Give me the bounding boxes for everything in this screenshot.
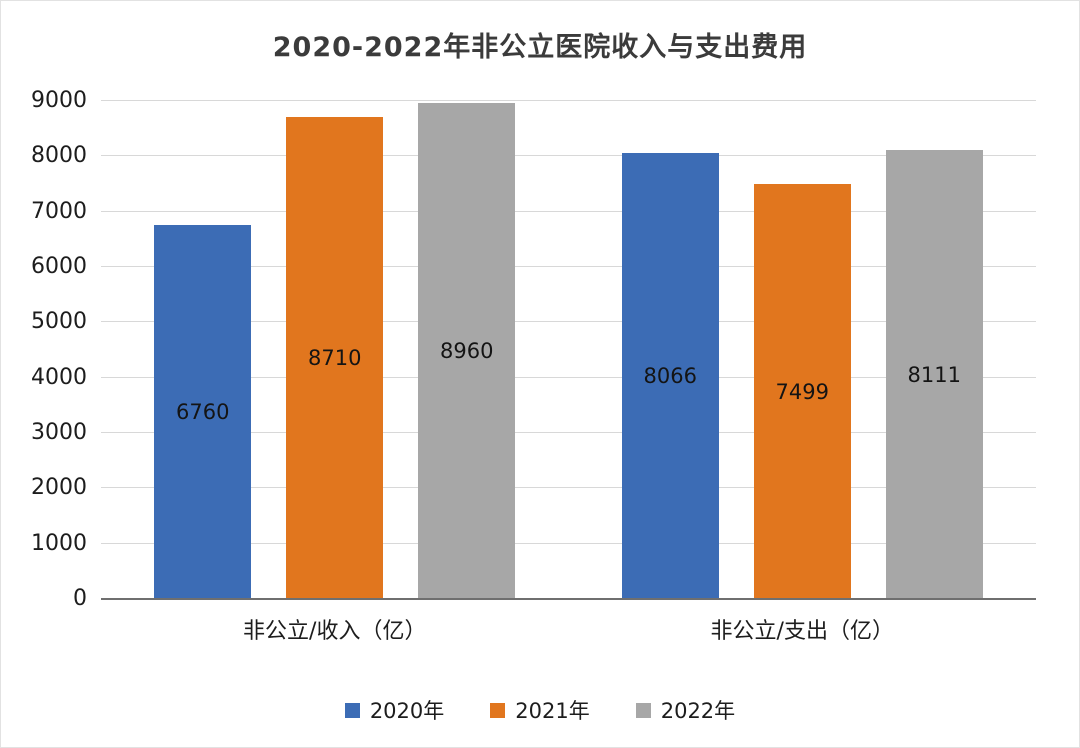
x-axis-line: [101, 598, 1036, 600]
bar-groups: 6760 8710 8960 8066 7499 8111: [101, 101, 1036, 599]
legend-item-2: 2022年: [635, 695, 736, 725]
bar-series2-cat1: 8111: [885, 150, 983, 599]
gridline: [101, 155, 1036, 157]
bar-series1-cat1: 7499: [753, 184, 851, 599]
x-axis-category-label: 非公立/收入（亿）: [243, 619, 427, 644]
bar-series1-cat0: 8710: [286, 117, 384, 599]
y-axis-tick-label: 1000: [31, 530, 87, 556]
y-axis-tick-label: 0: [73, 586, 87, 611]
y-axis-tick-label: 4000: [31, 364, 87, 390]
chart-title: 2020-2022年非公立医院收入与支出费用: [272, 32, 808, 63]
legend-label: 2021年: [515, 699, 590, 723]
gridline: [101, 487, 1036, 489]
y-axis-tick-label: 5000: [31, 309, 87, 335]
gridline: [101, 100, 1036, 101]
gridline: [101, 210, 1036, 212]
y-axis-tick-label: 9000: [31, 88, 87, 113]
y-axis-tick-label: 8000: [31, 143, 87, 169]
gridline: [101, 321, 1036, 323]
x-axis-category-labels: 非公立/收入（亿） 非公立/支出（亿）: [101, 613, 1036, 645]
bar-series0-cat1: 8066: [621, 152, 719, 599]
legend: 2020年 2021年 2022年: [1, 695, 1079, 725]
legend-label: 2022年: [660, 699, 736, 723]
bar-value-label: 8111: [907, 362, 961, 387]
bar-value-label: 6760: [176, 399, 230, 424]
gridline: [101, 376, 1036, 378]
bar-value-label: 8066: [643, 363, 697, 388]
y-axis-tick-label: 3000: [31, 420, 87, 445]
y-axis-tick-label: 7000: [31, 198, 87, 224]
y-axis-tick-label: 2000: [31, 475, 87, 501]
bar-group-1: 8066 7499 8111: [569, 101, 1037, 599]
x-axis-category-label: 非公立/支出（亿）: [710, 619, 894, 644]
plot-area: 0 1000 2000 3000 4000 5000 6000 7000 8000 9000 67…: [31, 90, 1036, 610]
legend-swatch-icon: [490, 702, 506, 718]
bar-group-0: 6760 8710 8960: [101, 101, 569, 599]
gridline: [101, 542, 1036, 544]
bar-series0-cat0: 6760: [154, 224, 252, 599]
legend-label: 2020年: [369, 699, 445, 723]
legend-item-0: 2020年: [344, 695, 445, 725]
bar-value-label: 7499: [775, 379, 829, 404]
bar-value-label: 8710: [308, 346, 362, 371]
gridline: [101, 432, 1036, 433]
legend-item-1: 2021年: [490, 695, 590, 725]
bar-series2-cat0: 8960: [418, 103, 516, 599]
legend-swatch-icon: [635, 702, 651, 718]
bar-value-label: 8960: [440, 339, 494, 364]
gridline: [101, 266, 1036, 267]
y-axis-tick-label: 6000: [31, 254, 87, 279]
legend-swatch-icon: [344, 702, 360, 718]
